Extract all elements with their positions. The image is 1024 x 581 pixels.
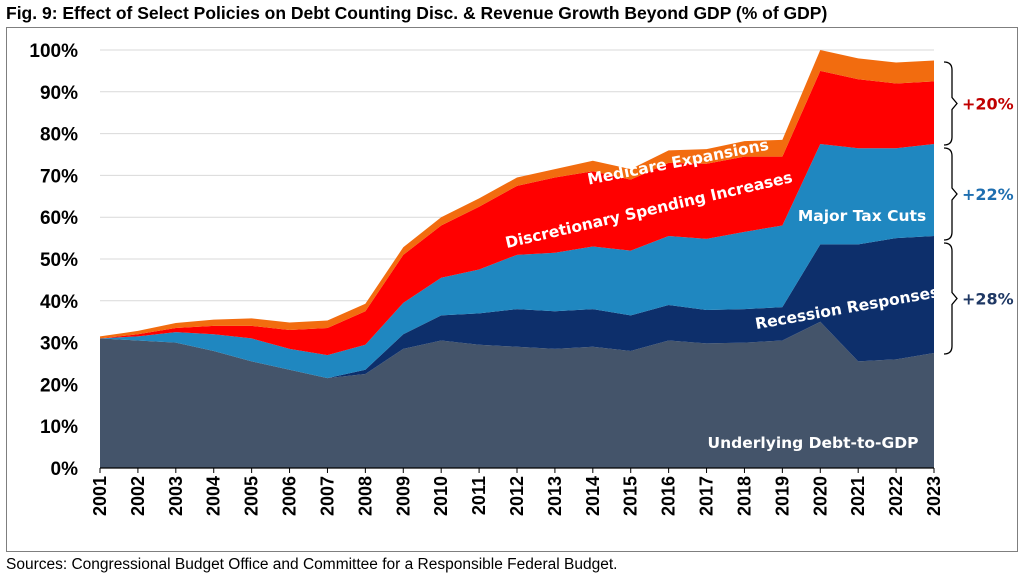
axis-layer: 0% 10% 20% 30% 40% 50% 60% 70% 80% 90% 100% 2001 200… <box>29 41 944 516</box>
y-tick-label: 0% <box>51 459 79 480</box>
plot-frame <box>6 27 1018 552</box>
delta-label: +20% <box>962 95 1014 114</box>
y-tick-label: 100% <box>29 41 78 62</box>
x-tick-label: 2007 <box>317 476 337 516</box>
area-layer <box>100 50 934 468</box>
area-series-3 <box>100 144 934 379</box>
x-tick-label: 2009 <box>393 476 413 516</box>
x-tick-label: 2022 <box>886 476 906 516</box>
x-tick-label: 2011 <box>469 476 489 515</box>
area-series-2 <box>100 236 934 379</box>
y-tick-label: 80% <box>40 125 78 146</box>
x-tick-label: 2014 <box>583 476 603 516</box>
y-tick-label: 60% <box>40 208 78 229</box>
x-tick-label: 2013 <box>545 476 565 516</box>
x-tick-label: 2016 <box>659 476 679 516</box>
x-tick-label: 2006 <box>280 476 300 516</box>
x-tick-label: 2012 <box>507 476 527 516</box>
x-tick-label: 2004 <box>204 476 224 516</box>
delta-label: +22% <box>962 185 1014 204</box>
bracket <box>943 242 958 355</box>
x-tick-label: 2001 <box>90 476 110 516</box>
x-tick-label: 2002 <box>128 476 148 516</box>
y-tick-label: 10% <box>40 417 78 438</box>
chart-svg: 0% 10% 20% 30% 40% 50% 60% 70% 80% 90% 100% 2001 200… <box>29 41 1014 516</box>
area-series-4 <box>100 70 934 356</box>
y-tick-label: 40% <box>40 292 78 313</box>
source-note: Sources: Congressional Budget Office and… <box>6 556 618 573</box>
x-tick-label: 2020 <box>810 476 830 516</box>
x-tick-label: 2019 <box>772 476 792 516</box>
x-tick-label: 2018 <box>734 476 754 516</box>
chart-title: Fig. 9: Effect of Select Policies on Deb… <box>6 3 828 23</box>
x-tick-label: 2005 <box>242 476 262 516</box>
x-tick-label: 2008 <box>355 476 375 516</box>
y-tick-label: 90% <box>40 83 78 104</box>
delta-label: +28% <box>962 290 1014 309</box>
x-tick-label: 2017 <box>697 476 717 516</box>
series-label-underlying: Underlying Debt-to-GDP <box>708 434 919 452</box>
bracket <box>943 61 958 146</box>
x-tick-label: 2023 <box>924 476 944 516</box>
x-tick-label: 2003 <box>166 476 186 516</box>
x-tick-label: 2010 <box>431 476 451 516</box>
y-tick-label: 20% <box>40 375 78 396</box>
x-tick-label: 2021 <box>848 476 868 516</box>
area-series-1 <box>100 321 934 468</box>
x-tick-label: 2015 <box>621 476 641 516</box>
y-tick-label: 50% <box>40 250 78 271</box>
y-tick-label: 70% <box>40 166 78 187</box>
y-tick-label: 30% <box>40 334 78 355</box>
series-label-tax-cuts: Major Tax Cuts <box>798 207 926 225</box>
bracket <box>943 147 958 241</box>
